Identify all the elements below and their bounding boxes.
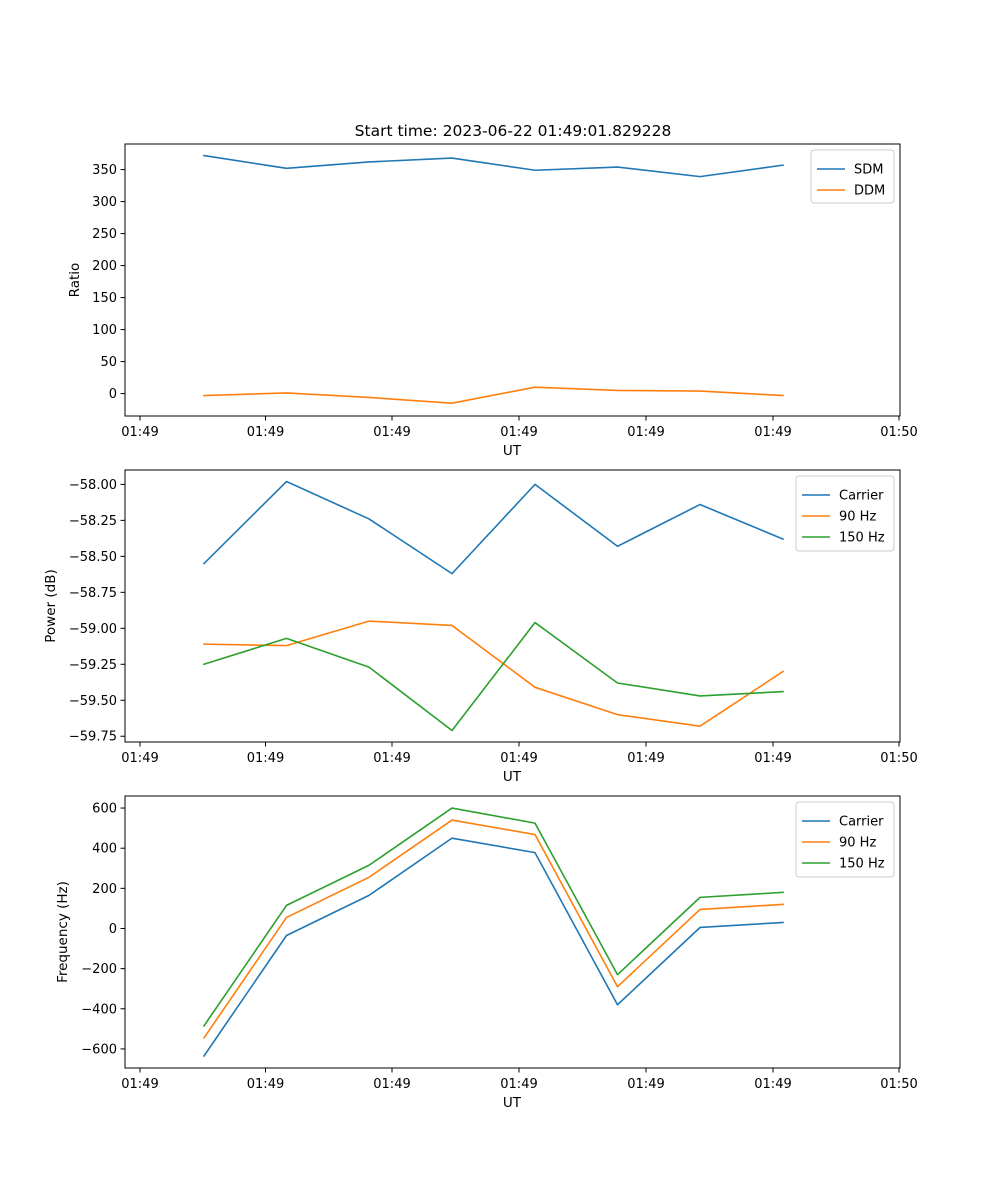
x-tick-label: 01:49 — [500, 751, 537, 766]
x-tick-label: 01:49 — [627, 751, 664, 766]
figure-title: Start time: 2023-06-22 01:49:01.829228 — [355, 122, 672, 140]
axes-frame — [124, 143, 901, 417]
y-tick-label: 300 — [92, 195, 117, 210]
y-tick-label: −400 — [81, 1002, 117, 1017]
legend-label: Carrier — [839, 815, 884, 830]
y-tick-label: −58.00 — [69, 478, 117, 493]
series-line-sdm — [203, 154, 784, 178]
x-axis-label: UT — [503, 1095, 522, 1111]
y-tick-label: −59.75 — [69, 730, 117, 745]
x-tick-label: 01:49 — [754, 425, 791, 440]
x-tick-label: 01:49 — [500, 425, 537, 440]
x-tick-label: 01:49 — [121, 425, 158, 440]
x-axis-label: UT — [503, 769, 522, 785]
chart-panel-3: 01:49 01:49 01:49 01:49 01:49 01:49 01:50 −600 −… — [55, 795, 918, 1111]
y-tick-label: −58.75 — [69, 586, 117, 601]
legend: SDM DDM — [810, 149, 895, 204]
y-tick-label: 100 — [92, 323, 117, 338]
x-tick-label: 01:49 — [247, 1077, 284, 1092]
y-tick-label: 250 — [92, 227, 117, 242]
x-tick-label: 01:49 — [247, 751, 284, 766]
series-line-150-hz — [202, 621, 784, 732]
series-line-150-hz — [202, 807, 784, 1027]
x-tick-label: 01:50 — [880, 751, 917, 766]
x-tick-label: 01:49 — [500, 1077, 537, 1092]
x-tick-label: 01:50 — [880, 1077, 917, 1092]
y-tick-label: 200 — [92, 882, 117, 897]
series-line-90-hz — [203, 620, 785, 727]
y-tick-label: 350 — [92, 163, 117, 178]
y-tick-label: 400 — [92, 842, 117, 857]
y-tick-label: −200 — [81, 962, 117, 977]
y-tick-label: 150 — [92, 291, 117, 306]
y-tick-label: −58.25 — [69, 514, 117, 529]
y-axis-label: Power (dB) — [43, 569, 59, 642]
x-tick-label: 01:49 — [373, 425, 410, 440]
x-tick-label: 01:49 — [121, 751, 158, 766]
x-tick-label: 01:49 — [121, 1077, 158, 1092]
y-axis-label: Frequency (Hz) — [55, 881, 71, 983]
y-tick-label: 0 — [109, 922, 117, 937]
series-line-carrier — [202, 480, 785, 575]
axes-frame — [124, 469, 901, 743]
x-tick-label: 01:49 — [247, 425, 284, 440]
y-tick-label: −59.00 — [69, 622, 117, 637]
legend: Carrier 90 Hz 150 Hz — [795, 801, 895, 878]
series-line-90-hz — [202, 819, 784, 1040]
legend-label: 90 Hz — [839, 836, 876, 851]
y-tick-label: −600 — [81, 1042, 117, 1057]
chart-panel-2: 01:49 01:49 01:49 01:49 01:49 01:49 01:50 −58.0… — [43, 469, 918, 785]
y-axis-label: Ratio — [67, 263, 83, 298]
y-tick-label: −59.50 — [69, 694, 117, 709]
legend-label: 90 Hz — [839, 510, 876, 525]
chart-panels: 01:49 01:49 01:49 01:49 01:49 01:49 01:50 0 50 10… — [43, 143, 918, 1111]
y-tick-label: 600 — [92, 802, 117, 817]
legend-label: Carrier — [839, 489, 884, 504]
chart-panel-1: 01:49 01:49 01:49 01:49 01:49 01:49 01:50 0 50 10… — [67, 143, 918, 459]
y-tick-label: 50 — [100, 355, 117, 370]
y-tick-label: −58.50 — [69, 550, 117, 565]
axes-frame — [124, 795, 901, 1069]
legend-label: 150 Hz — [839, 857, 885, 872]
y-tick-label: −59.25 — [69, 658, 117, 673]
legend-label: SDM — [854, 163, 883, 178]
y-tick-label: 0 — [109, 387, 117, 402]
x-tick-label: 01:49 — [373, 1077, 410, 1092]
series-line-ddm — [203, 386, 784, 405]
x-tick-label: 01:49 — [627, 1077, 664, 1092]
x-tick-label: 01:50 — [880, 425, 917, 440]
x-tick-label: 01:49 — [754, 1077, 791, 1092]
y-tick-label: 200 — [92, 259, 117, 274]
legend: Carrier 90 Hz 150 Hz — [795, 475, 895, 552]
x-tick-label: 01:49 — [754, 751, 791, 766]
legend-label: 150 Hz — [839, 531, 885, 546]
x-tick-label: 01:49 — [373, 751, 410, 766]
x-tick-label: 01:49 — [627, 425, 664, 440]
series-line-carrier — [202, 837, 784, 1058]
legend-label: DDM — [854, 184, 885, 199]
x-axis-label: UT — [503, 443, 522, 459]
